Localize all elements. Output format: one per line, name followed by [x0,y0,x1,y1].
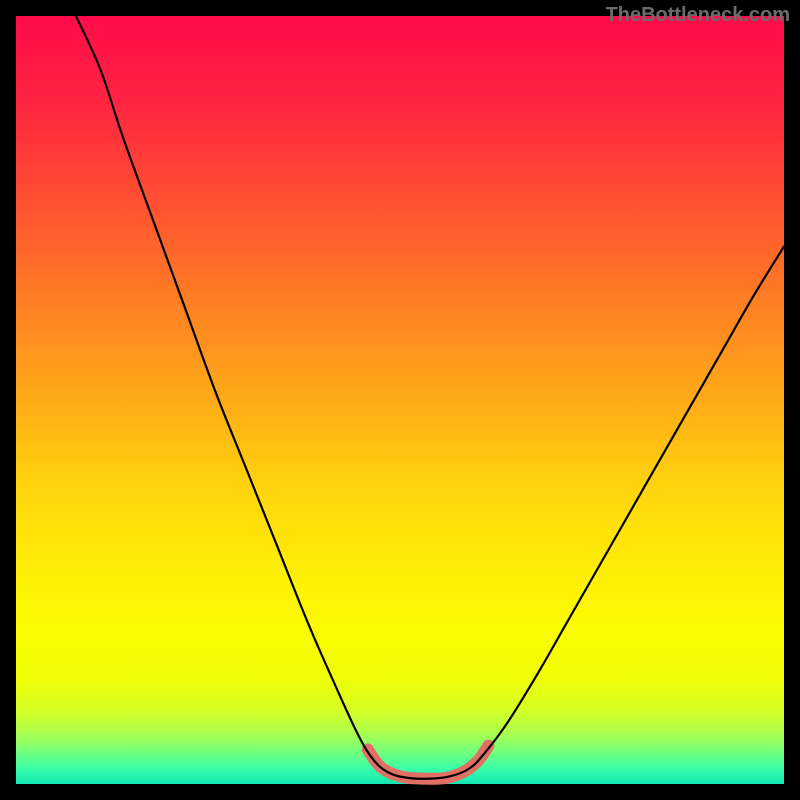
chart-background [16,16,784,784]
chart-svg [0,0,800,800]
bottleneck-chart: TheBottleneck.com [0,0,800,800]
